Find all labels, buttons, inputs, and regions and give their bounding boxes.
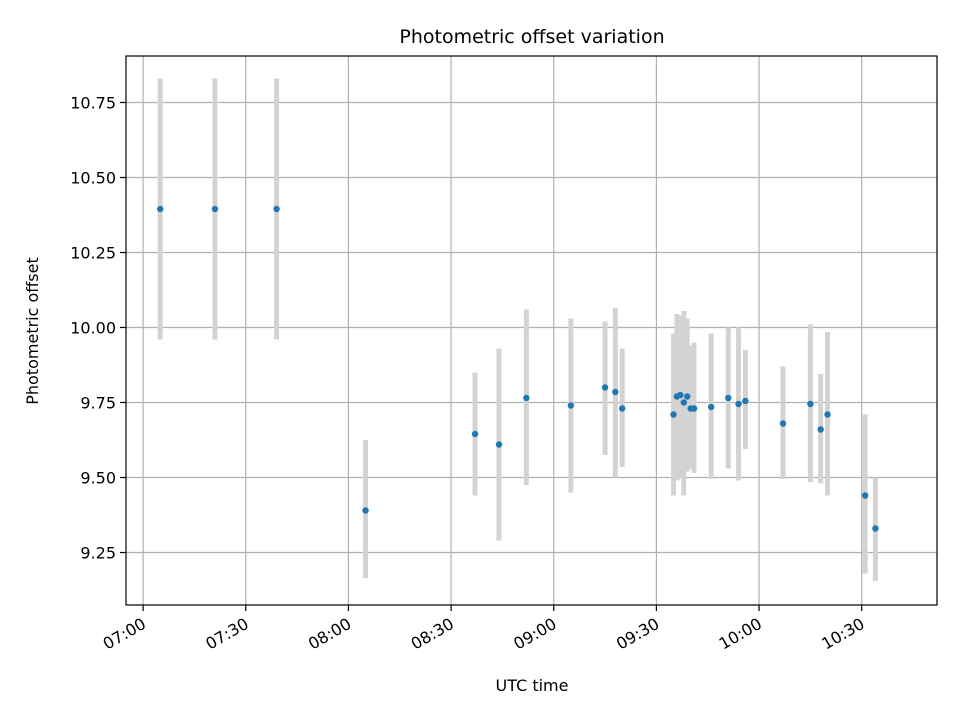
- data-point: [807, 400, 814, 408]
- y-tick-label: 10.50: [70, 169, 116, 188]
- y-tick-label: 10.75: [70, 94, 116, 113]
- data-point: [601, 384, 609, 391]
- data-point: [273, 205, 280, 213]
- data-point: [817, 426, 824, 433]
- data-point: [735, 400, 742, 408]
- grid: [126, 56, 937, 605]
- data-point: [707, 403, 715, 411]
- y-tick-label: 10.00: [70, 319, 116, 338]
- data-point: [495, 441, 503, 448]
- y-axis-title: Photometric offset: [23, 257, 42, 405]
- data-point: [618, 405, 626, 412]
- data-point: [362, 507, 369, 514]
- data-point: [211, 205, 219, 213]
- data-point: [567, 402, 575, 409]
- data-point: [872, 525, 879, 532]
- y-tick-label: 9.75: [80, 394, 116, 413]
- data-point: [824, 411, 831, 418]
- y-tick-label: 10.25: [70, 244, 116, 263]
- data-point: [683, 393, 691, 400]
- plot-area-frame: [125, 55, 938, 606]
- data-point: [779, 420, 787, 427]
- y-axis: 9.25 9.50 9.75 10.00 10.25 10.50 10.75: [70, 94, 126, 563]
- data-point: [471, 430, 479, 438]
- chart-title: Photometric offset variation: [399, 26, 664, 48]
- x-axis-title: UTC time: [496, 676, 569, 695]
- y-tick-label: 9.25: [80, 544, 116, 563]
- data-point: [157, 205, 164, 213]
- data-point: [690, 405, 698, 412]
- data-point: [677, 391, 684, 399]
- data-point: [523, 394, 530, 402]
- data-point: [612, 388, 619, 396]
- y-tick-label: 9.50: [80, 469, 116, 488]
- data-point: [725, 394, 732, 402]
- data-point: [680, 399, 687, 406]
- data-point: [861, 492, 869, 499]
- data-point: [742, 397, 749, 405]
- data-points: [157, 205, 879, 532]
- data-point: [670, 411, 677, 418]
